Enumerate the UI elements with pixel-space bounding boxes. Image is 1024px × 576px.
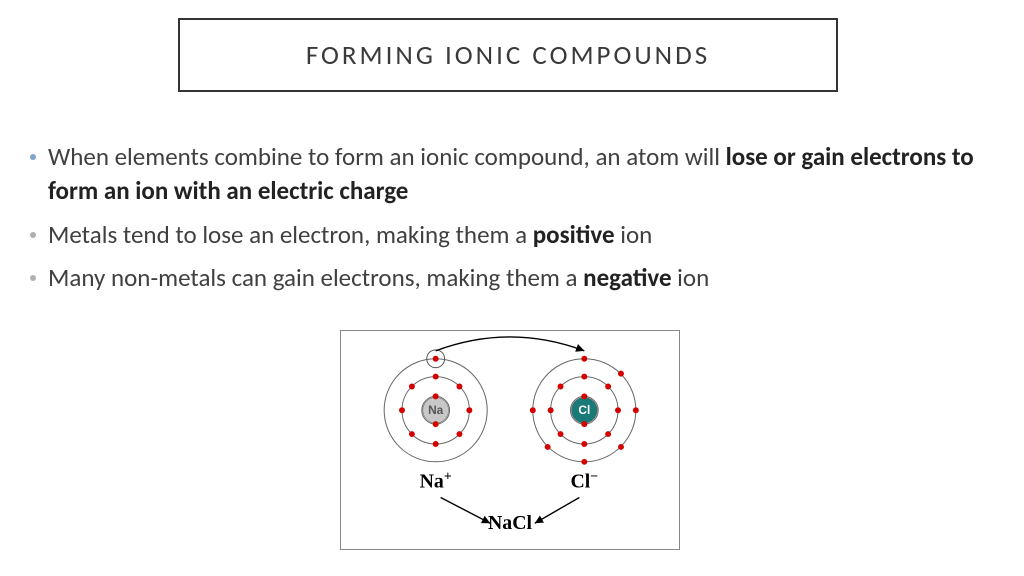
bullet-text: When elements combine to form an ionic c…	[48, 140, 994, 208]
bullet-dot-icon	[30, 232, 36, 238]
bullet-text: Many non-metals can gain electrons, maki…	[48, 261, 709, 295]
bullet-dot-icon	[30, 275, 36, 281]
title-box: FORMING IONIC COMPOUNDS	[178, 18, 838, 92]
svg-text:NaCl: NaCl	[488, 512, 532, 534]
bullet-text: Metals tend to lose an electron, making …	[48, 218, 652, 252]
bullet-dot-icon	[30, 154, 36, 160]
svg-text:Cl−: Cl−	[570, 470, 598, 493]
svg-text:Na: Na	[428, 403, 444, 417]
bullet-item: When elements combine to form an ionic c…	[30, 140, 994, 208]
bullet-item: Metals tend to lose an electron, making …	[30, 218, 994, 252]
bullet-item: Many non-metals can gain electrons, maki…	[30, 261, 994, 295]
svg-text:Cl: Cl	[578, 403, 590, 417]
bullet-list: When elements combine to form an ionic c…	[30, 140, 994, 305]
ionic-diagram: NaClNa+Cl−NaCl	[340, 330, 680, 550]
slide-title: FORMING IONIC COMPOUNDS	[306, 39, 710, 72]
svg-text:Na+: Na+	[420, 470, 452, 493]
